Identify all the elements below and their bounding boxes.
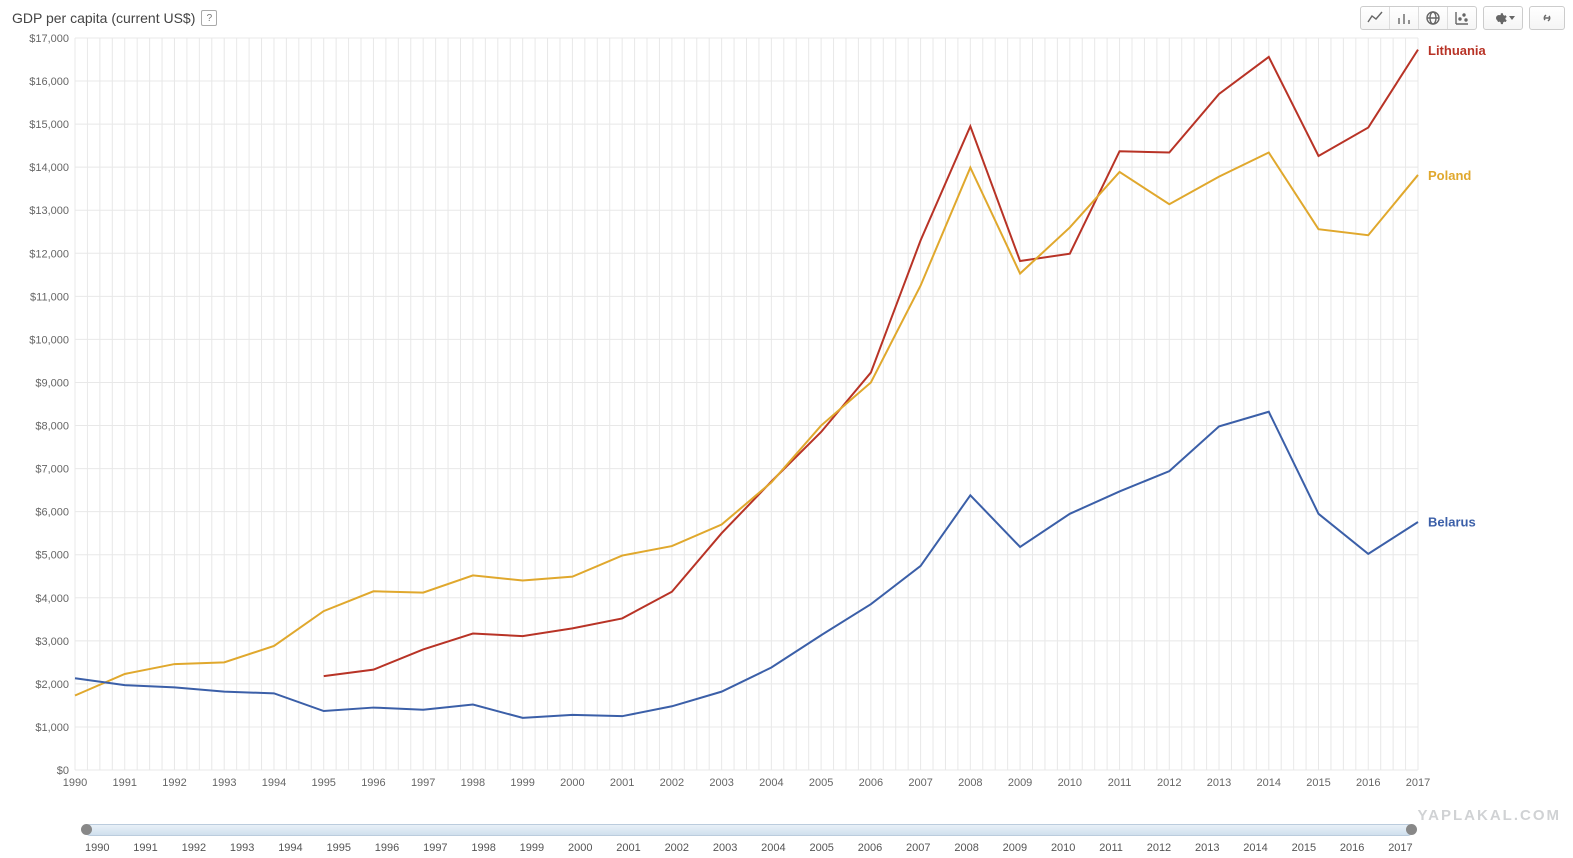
svg-text:$3,000: $3,000 xyxy=(35,636,69,648)
gear-icon[interactable] xyxy=(1484,7,1522,29)
slider-year-label: 1992 xyxy=(182,842,206,854)
slider-handle-right[interactable] xyxy=(1406,824,1417,835)
chart-plot: $0 $1,000 $2,000 $3,000 $4,000 $5,000 $6,000 $7… xyxy=(15,32,1563,798)
slider-year-label: 1990 xyxy=(85,842,109,854)
svg-text:$1,000: $1,000 xyxy=(35,722,69,734)
slider-year-label: 2012 xyxy=(1147,842,1171,854)
svg-text:1992: 1992 xyxy=(162,777,186,789)
svg-text:2010: 2010 xyxy=(1058,777,1082,789)
slider-year-label: 1996 xyxy=(375,842,399,854)
link-icon[interactable] xyxy=(1530,7,1564,29)
watermark: YAPLAKAL.COM xyxy=(1418,807,1561,824)
slider-year-label: 2005 xyxy=(809,842,833,854)
svg-text:2004: 2004 xyxy=(759,777,783,789)
svg-text:1998: 1998 xyxy=(461,777,485,789)
svg-text:2013: 2013 xyxy=(1207,777,1231,789)
slider-year-label: 1995 xyxy=(326,842,350,854)
title-text: GDP per capita (current US$) xyxy=(12,10,195,26)
svg-text:$8,000: $8,000 xyxy=(35,421,69,433)
svg-text:$14,000: $14,000 xyxy=(29,162,69,174)
slider-year-label: 2015 xyxy=(1292,842,1316,854)
svg-text:1999: 1999 xyxy=(510,777,534,789)
slider-year-label: 2013 xyxy=(1195,842,1219,854)
svg-text:1995: 1995 xyxy=(311,777,335,789)
svg-text:$2,000: $2,000 xyxy=(35,679,69,691)
slider-year-label: 2016 xyxy=(1340,842,1364,854)
chart-title: GDP per capita (current US$) ? xyxy=(12,10,217,26)
svg-text:$13,000: $13,000 xyxy=(29,205,69,217)
svg-text:$15,000: $15,000 xyxy=(29,119,69,131)
slider-year-label: 1993 xyxy=(230,842,254,854)
svg-text:2002: 2002 xyxy=(660,777,684,789)
slider-year-label: 2014 xyxy=(1243,842,1267,854)
svg-text:$6,000: $6,000 xyxy=(35,507,69,519)
slider-year-label: 2017 xyxy=(1388,842,1412,854)
slider-year-label: 2002 xyxy=(665,842,689,854)
slider-year-label: 2007 xyxy=(906,842,930,854)
svg-text:1996: 1996 xyxy=(361,777,385,789)
slider-year-label: 2000 xyxy=(568,842,592,854)
svg-text:2012: 2012 xyxy=(1157,777,1181,789)
svg-text:2006: 2006 xyxy=(859,777,883,789)
svg-text:1997: 1997 xyxy=(411,777,435,789)
slider-year-label: 2003 xyxy=(713,842,737,854)
svg-text:2001: 2001 xyxy=(610,777,634,789)
slider-year-label: 1997 xyxy=(423,842,447,854)
svg-text:$12,000: $12,000 xyxy=(29,248,69,260)
svg-text:1994: 1994 xyxy=(262,777,286,789)
help-icon[interactable]: ? xyxy=(201,10,217,26)
svg-text:2011: 2011 xyxy=(1108,777,1132,789)
slider-labels: 1990 1991 1992 1993 1994 1995 1996 1997 1998 1999… xyxy=(85,842,1413,854)
slider-year-label: 2008 xyxy=(954,842,978,854)
svg-text:$16,000: $16,000 xyxy=(29,76,69,88)
svg-text:$11,000: $11,000 xyxy=(30,291,69,303)
svg-text:$5,000: $5,000 xyxy=(35,550,69,562)
slider-year-label: 1994 xyxy=(278,842,302,854)
svg-text:2008: 2008 xyxy=(958,777,982,789)
slider-year-label: 1991 xyxy=(133,842,157,854)
slider-year-label: 2001 xyxy=(616,842,640,854)
svg-text:$10,000: $10,000 xyxy=(29,334,69,346)
slider-year-label: 2010 xyxy=(1051,842,1075,854)
scatter-icon[interactable] xyxy=(1447,7,1476,29)
svg-text:2016: 2016 xyxy=(1356,777,1380,789)
series-label-lithuania: Lithuania xyxy=(1428,43,1487,58)
svg-text:2007: 2007 xyxy=(908,777,932,789)
slider-year-label: 2004 xyxy=(761,842,785,854)
slider-year-label: 1999 xyxy=(520,842,544,854)
time-slider[interactable] xyxy=(85,824,1413,836)
svg-text:$9,000: $9,000 xyxy=(35,377,69,389)
svg-text:2009: 2009 xyxy=(1008,777,1032,789)
slider-year-label: 2006 xyxy=(858,842,882,854)
chart-toolbar xyxy=(1360,6,1565,30)
svg-text:2014: 2014 xyxy=(1257,777,1281,789)
svg-text:2005: 2005 xyxy=(809,777,833,789)
svg-text:$0: $0 xyxy=(57,765,69,777)
slider-handle-left[interactable] xyxy=(81,824,92,835)
svg-text:2003: 2003 xyxy=(709,777,733,789)
svg-text:$17,000: $17,000 xyxy=(29,33,69,45)
svg-text:$4,000: $4,000 xyxy=(35,593,69,605)
slider-year-label: 2009 xyxy=(1003,842,1027,854)
globe-icon[interactable] xyxy=(1418,7,1447,29)
svg-text:2017: 2017 xyxy=(1406,777,1430,789)
line-chart-icon[interactable] xyxy=(1361,7,1389,29)
slider-year-label: 1998 xyxy=(471,842,495,854)
series-label-poland: Poland xyxy=(1428,168,1471,183)
svg-text:$7,000: $7,000 xyxy=(35,464,69,476)
series-label-belarus: Belarus xyxy=(1428,514,1476,529)
svg-text:2015: 2015 xyxy=(1306,777,1330,789)
svg-text:1993: 1993 xyxy=(212,777,236,789)
svg-text:1990: 1990 xyxy=(63,777,87,789)
bar-chart-icon[interactable] xyxy=(1389,7,1418,29)
slider-year-label: 2011 xyxy=(1099,842,1123,854)
svg-text:1991: 1991 xyxy=(112,777,136,789)
svg-text:2000: 2000 xyxy=(560,777,584,789)
